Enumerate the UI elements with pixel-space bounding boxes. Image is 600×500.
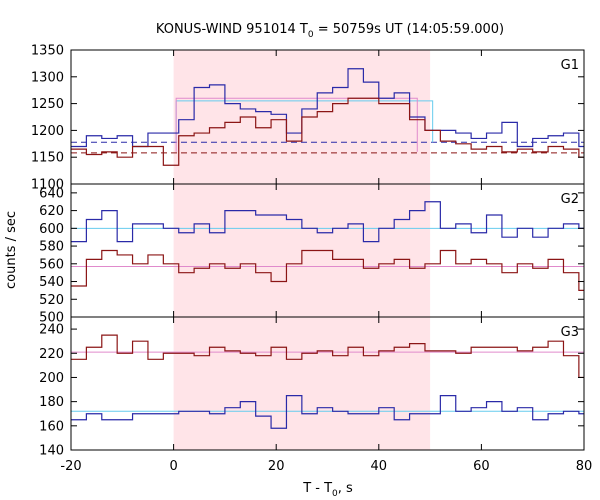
panel-frame-g3 bbox=[70, 316, 585, 451]
y-tick-label: 580 bbox=[39, 240, 64, 255]
y-axis-label: counts / sec bbox=[4, 211, 19, 289]
series-blue-g1 bbox=[71, 68, 584, 148]
y-tick-label: 1100 bbox=[31, 178, 64, 193]
y-tick-label: 600 bbox=[39, 222, 64, 237]
y-tick-label: 1300 bbox=[31, 70, 64, 85]
series-blue-g2 bbox=[71, 201, 584, 243]
y-tick-label: 500 bbox=[39, 311, 64, 326]
y-tick-label: 1350 bbox=[31, 44, 64, 59]
panel-label-g3: G3 bbox=[561, 325, 579, 340]
y-tick-label: 1250 bbox=[31, 97, 64, 112]
y-tick-label: 540 bbox=[39, 275, 64, 290]
x-tick-label: 20 bbox=[268, 459, 285, 474]
x-tick-label: 40 bbox=[371, 459, 388, 474]
x-tick-label: 60 bbox=[473, 459, 490, 474]
y-tick-label: 1200 bbox=[31, 124, 64, 139]
y-tick-label: 140 bbox=[39, 444, 64, 459]
y-tick-label: 1150 bbox=[31, 151, 64, 166]
fit-box-pink bbox=[175, 97, 418, 152]
y-tick-label: 240 bbox=[39, 323, 64, 338]
x-tick-label: 0 bbox=[169, 459, 177, 474]
y-tick-label: 560 bbox=[39, 257, 64, 272]
y-tick-label: 160 bbox=[39, 419, 64, 434]
series-red-g1 bbox=[71, 97, 584, 166]
x-ticks: -20 0 20 40 60 80 bbox=[60, 459, 592, 474]
x-tick-label: 80 bbox=[576, 459, 593, 474]
panel-g3 bbox=[71, 334, 584, 429]
series-red-g2 bbox=[71, 249, 584, 291]
panel-g2 bbox=[71, 201, 584, 291]
y-tick-label: 620 bbox=[39, 204, 64, 219]
panel-g1 bbox=[71, 68, 584, 166]
y-tick-label: 520 bbox=[39, 293, 64, 308]
panels-layer bbox=[71, 68, 584, 429]
y-tick-label: 180 bbox=[39, 395, 64, 410]
y-tick-label: 220 bbox=[39, 347, 64, 362]
frame-layer: 1100 1150 1200 1250 1300 1350 G1 500 520 540 560 58… bbox=[31, 44, 585, 459]
x-tick-label: -20 bbox=[60, 459, 81, 474]
panel-label-g2: G2 bbox=[561, 192, 579, 207]
x-axis-label: T - T0, s bbox=[302, 481, 353, 499]
panel-label-g1: G1 bbox=[561, 58, 579, 73]
series-blue-g3 bbox=[71, 394, 584, 429]
y-tick-label: 640 bbox=[39, 186, 64, 201]
series-red-g3 bbox=[71, 334, 584, 379]
y-tick-label: 200 bbox=[39, 371, 64, 386]
chart-title: KONUS-WIND 951014 T0 = 50759s UT (14:05:… bbox=[156, 22, 504, 40]
